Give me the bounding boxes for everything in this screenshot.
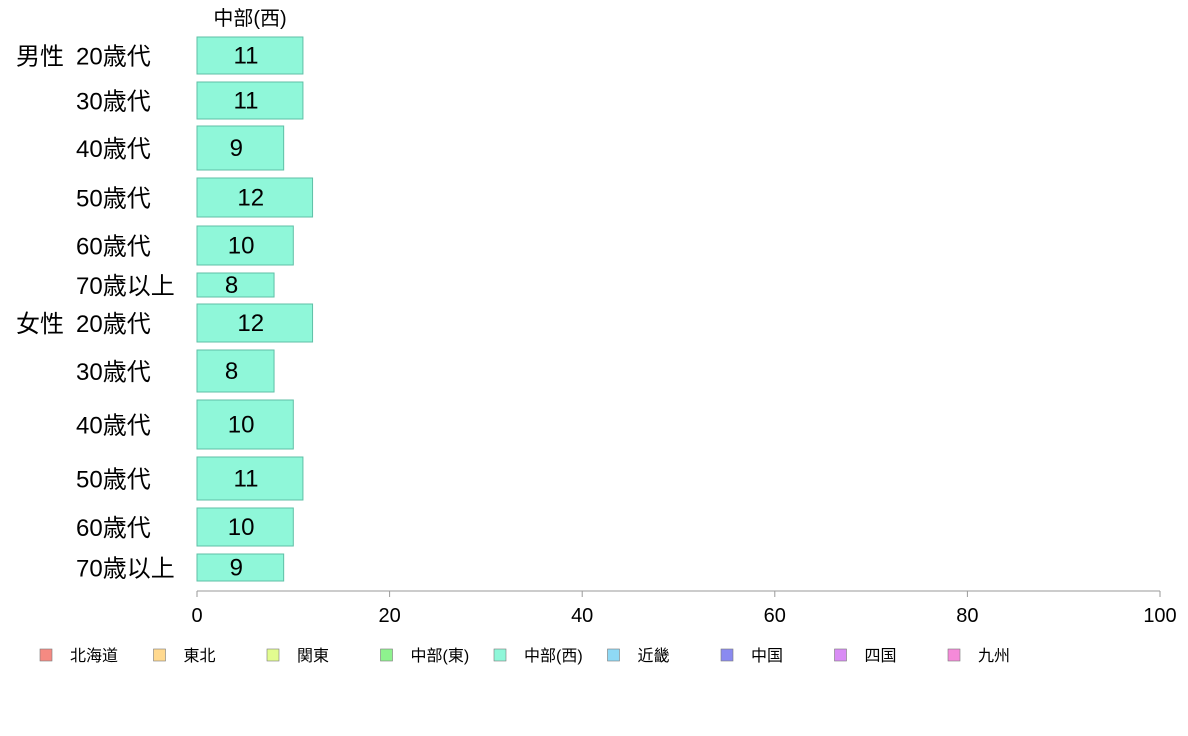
legend-label: 中部(西) bbox=[524, 647, 583, 665]
bar bbox=[196, 177, 314, 218]
series-title-layer: 中部(西) bbox=[213, 7, 286, 30]
x-axis: 0 20 40 60 80 100 bbox=[191, 590, 1177, 627]
legend-label: 中部(東) bbox=[411, 647, 470, 665]
category-label-layer: 20歳代 30歳代 40歳代 50歳代 60歳代 70歳以上 20歳代 30歳代 40歳代 50歳… bbox=[76, 44, 175, 583]
data-label: 8 bbox=[225, 358, 238, 385]
category-label: 70歳以上 bbox=[76, 556, 175, 583]
category-label: 40歳代 bbox=[76, 413, 151, 440]
bar bbox=[196, 303, 314, 343]
category-label: 60歳代 bbox=[76, 234, 151, 261]
data-label: 9 bbox=[230, 135, 243, 162]
bar-layer: 11 11 9 12 10 8 12 8 10 11 10 9 bbox=[196, 36, 314, 582]
legend-swatch bbox=[153, 648, 166, 662]
legend-swatch bbox=[266, 648, 280, 662]
bar bbox=[196, 36, 304, 75]
data-label: 10 bbox=[228, 233, 255, 260]
bar bbox=[196, 349, 275, 393]
x-tick-label: 20 bbox=[378, 605, 400, 627]
category-label: 30歳代 bbox=[76, 359, 151, 386]
group-label: 男性 bbox=[16, 44, 64, 71]
data-label: 10 bbox=[228, 412, 255, 439]
category-label: 20歳代 bbox=[76, 44, 151, 71]
legend-label: 東北 bbox=[184, 647, 216, 665]
data-label: 11 bbox=[234, 43, 259, 70]
x-tick-label: 60 bbox=[764, 605, 786, 627]
legend-label: 関東 bbox=[297, 647, 329, 665]
bar bbox=[196, 225, 294, 266]
x-tick-label: 100 bbox=[1143, 605, 1176, 627]
data-label: 9 bbox=[230, 555, 243, 582]
legend-label: 北海道 bbox=[70, 647, 118, 665]
legend-swatch bbox=[834, 648, 847, 662]
legend-label: 九州 bbox=[978, 647, 1010, 665]
legend-swatch bbox=[39, 648, 53, 662]
category-label: 30歳代 bbox=[76, 89, 151, 116]
bar bbox=[196, 507, 294, 547]
legend-label: 近畿 bbox=[638, 647, 670, 665]
legend: 北海道 東北 関東 中部(東) 中部(西) 近畿 中国 四国 九州 bbox=[39, 647, 1010, 665]
category-label: 20歳代 bbox=[76, 311, 151, 338]
series-title: 中部(西) bbox=[213, 7, 286, 30]
legend-swatch bbox=[607, 648, 620, 662]
x-tick-label: 0 bbox=[191, 605, 202, 627]
data-label: 12 bbox=[237, 185, 264, 212]
data-label: 11 bbox=[234, 88, 259, 115]
bar bbox=[196, 125, 285, 171]
x-tick-label: 80 bbox=[956, 605, 978, 627]
legend-swatch bbox=[380, 648, 393, 662]
bar bbox=[196, 399, 294, 450]
legend-swatch bbox=[493, 648, 507, 662]
category-label: 40歳代 bbox=[76, 136, 151, 163]
category-label: 70歳以上 bbox=[76, 273, 175, 300]
legend-swatch bbox=[947, 648, 961, 662]
data-label: 11 bbox=[234, 466, 259, 493]
category-label: 60歳代 bbox=[76, 515, 151, 542]
data-label: 12 bbox=[237, 310, 264, 337]
bar bbox=[196, 553, 285, 582]
data-label: 10 bbox=[228, 514, 255, 541]
bar bbox=[196, 456, 304, 501]
legend-label: 中国 bbox=[751, 647, 783, 665]
x-tick-label: 40 bbox=[571, 605, 593, 627]
legend-swatch bbox=[720, 648, 734, 662]
bar bbox=[196, 81, 304, 120]
data-label: 8 bbox=[225, 272, 238, 299]
bar bbox=[196, 272, 275, 298]
category-label: 50歳代 bbox=[76, 186, 151, 213]
legend-label: 四国 bbox=[865, 648, 897, 665]
category-label: 50歳代 bbox=[76, 467, 151, 494]
group-label: 女性 bbox=[16, 311, 64, 338]
